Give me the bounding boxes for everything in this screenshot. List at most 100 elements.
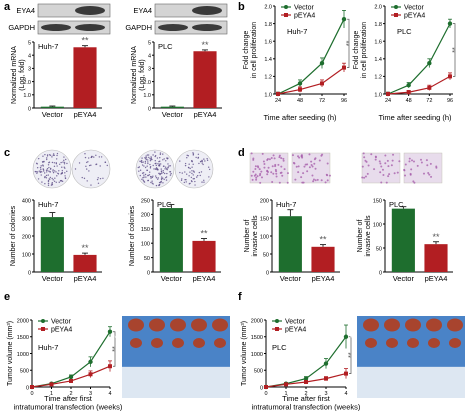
x-axis-label: Time after first xyxy=(44,394,93,403)
invasive-cell xyxy=(404,174,407,177)
colony-dot xyxy=(55,181,57,183)
colony-dot xyxy=(192,163,194,166)
colony-dot xyxy=(52,171,55,174)
tumor-vector xyxy=(191,318,207,332)
invasive-cell xyxy=(271,181,274,184)
d-plc-y-tick-label: 150 xyxy=(373,198,382,204)
colony-dot xyxy=(36,171,39,173)
colony-dot xyxy=(84,153,86,155)
x-tick-label: Vector xyxy=(161,274,183,283)
invasive-cell xyxy=(280,165,283,168)
data-point-vector xyxy=(341,17,347,22)
colony-dot xyxy=(147,179,150,182)
colony-dot xyxy=(169,165,172,167)
colony-dot xyxy=(155,167,158,169)
colony-dot xyxy=(39,171,42,174)
x-axis-label: Time after seeding (h) xyxy=(263,113,337,122)
invasive-cell xyxy=(326,179,329,182)
invasive-cell xyxy=(398,160,401,163)
data-point-peya4 xyxy=(108,364,112,369)
colony-dot xyxy=(145,158,147,161)
colony-dot xyxy=(45,174,48,177)
invasive-cell xyxy=(272,154,275,157)
colony-dot xyxy=(144,162,147,164)
x-axis-label: Time after seeding (h) xyxy=(378,113,452,122)
colony-dot xyxy=(146,165,148,167)
colony-dot xyxy=(41,161,44,163)
colony-dot xyxy=(43,161,45,163)
colony-dot xyxy=(194,180,196,183)
e-huh7-x-tick-label: 0 xyxy=(30,391,33,397)
data-point-vector xyxy=(303,376,309,381)
y-axis-label: (Log, fold) xyxy=(19,59,26,91)
colony-dot xyxy=(139,169,142,171)
b-plc-y-tick-label: 1.6 xyxy=(374,40,382,46)
c-plc-y-tick-label: 50 xyxy=(144,256,150,262)
colony-dot xyxy=(150,157,153,159)
x-tick-label: pEYA4 xyxy=(312,274,335,283)
colony-dot xyxy=(152,154,154,156)
colony-dot xyxy=(193,178,195,180)
colony-dot xyxy=(138,170,140,172)
y-axis-label: Normalized mRNA xyxy=(11,46,18,104)
invasive-cell xyxy=(282,157,285,160)
colony-dot xyxy=(203,179,205,181)
colony-dot xyxy=(74,168,77,170)
data-point-peya4 xyxy=(406,90,411,95)
invasive-cell xyxy=(435,165,438,168)
invasive-cell xyxy=(293,162,296,165)
colony-dot xyxy=(87,161,89,163)
colony-dot xyxy=(162,153,164,155)
tumor-vector xyxy=(426,318,442,332)
series-line-peya4 xyxy=(277,67,345,95)
colony-dot xyxy=(148,156,150,159)
colony-dot xyxy=(147,174,149,177)
bar-vector xyxy=(391,208,415,272)
colony-dot xyxy=(159,152,162,154)
colony-dot xyxy=(55,158,58,160)
invasive-cell xyxy=(311,174,314,177)
gapdh-band xyxy=(192,24,222,31)
invasive-cell xyxy=(266,173,269,176)
tumor-vector xyxy=(405,318,421,332)
invasive-cell xyxy=(254,168,257,171)
colony-dot xyxy=(187,166,190,169)
data-point-vector xyxy=(323,361,329,366)
colony-dot xyxy=(196,174,199,177)
colony-dot xyxy=(102,177,104,179)
invasive-cell xyxy=(366,172,369,175)
colony-dot xyxy=(188,175,190,177)
colony-dot xyxy=(104,161,107,163)
invasive-cell xyxy=(275,175,278,178)
invasive-cell xyxy=(384,162,387,165)
colony-dot xyxy=(157,163,159,165)
colony-dot xyxy=(48,178,50,180)
colony-dot xyxy=(186,154,188,156)
invasive-cell xyxy=(286,181,289,184)
colony-dot xyxy=(164,168,166,170)
colony-dot xyxy=(40,165,42,167)
significance-bracket xyxy=(113,331,116,367)
colony-dot xyxy=(78,162,81,164)
invasive-cell xyxy=(362,152,365,155)
invasive-cell xyxy=(297,165,300,168)
invasive-cell xyxy=(312,178,315,181)
colony-dot xyxy=(185,179,187,181)
b-huh7-x-tick-label: 24 xyxy=(275,98,281,104)
b-huh7-x-tick-label: 48 xyxy=(297,98,303,104)
invasive-cell xyxy=(270,157,273,160)
invasive-cell xyxy=(316,178,319,181)
colony-dot xyxy=(46,171,48,173)
colony-dot xyxy=(150,156,152,158)
colony-dot xyxy=(142,177,144,179)
a-huh7-y-tick-label: 3 xyxy=(28,67,31,73)
data-point-vector xyxy=(319,61,325,66)
b-huh7-y-tick-label: 1.8 xyxy=(264,22,272,28)
e-huh7-y-tick-label: 1000 xyxy=(17,352,29,358)
invasive-cell xyxy=(259,172,262,175)
cell-line-label: Huh-7 xyxy=(38,200,58,209)
colony-dot xyxy=(170,172,172,175)
colony-dot xyxy=(160,181,162,183)
f-plc-y-tick-label: 1000 xyxy=(251,352,263,358)
invasive-cell xyxy=(255,176,258,179)
